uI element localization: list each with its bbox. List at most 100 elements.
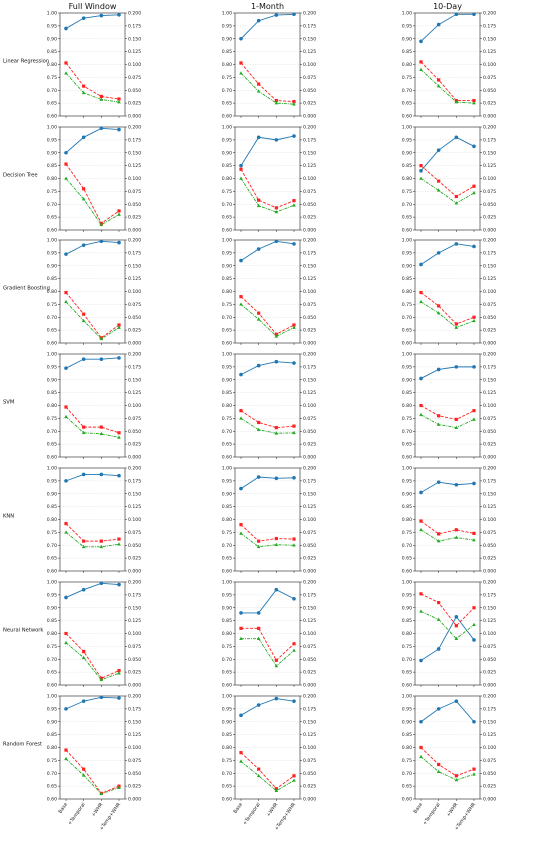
right-tick-label: 0.175 — [303, 478, 316, 484]
right-tick-label: 0.125 — [303, 618, 316, 624]
right-tick-label: 0.075 — [303, 416, 316, 422]
series-point-circle — [117, 696, 121, 700]
series-point-square — [257, 198, 261, 202]
series-point-triangle — [99, 677, 104, 682]
right-tick-label: 0.200 — [128, 238, 141, 244]
series-point-square — [437, 78, 441, 82]
left-tick-label: 0.80 — [47, 745, 57, 751]
right-tick-label: 0.050 — [483, 429, 496, 435]
series-point-triangle — [454, 100, 459, 104]
left-tick-label: 1.00 — [222, 238, 232, 244]
left-tick-label: 0.90 — [402, 36, 412, 42]
series-line-right-axis-dashdot — [241, 638, 295, 667]
left-tick-label: 0.85 — [47, 163, 57, 169]
series-point-triangle — [419, 299, 423, 304]
series-point-triangle — [239, 302, 243, 306]
series-point-circle — [64, 595, 68, 600]
series-line-right-axis-dashdot — [65, 416, 120, 438]
left-tick-label: 0.70 — [47, 543, 57, 549]
row-label: Linear Regression — [3, 58, 49, 64]
series-line-right-axis-dashed — [65, 62, 120, 100]
right-tick-label: 0.125 — [128, 49, 141, 55]
series-point-circle — [454, 365, 459, 369]
left-tick-label: 0.85 — [222, 732, 232, 738]
series-point-circle — [239, 372, 243, 377]
series-point-circle — [99, 126, 104, 131]
series-point-circle — [436, 22, 441, 27]
series-point-circle — [99, 581, 104, 586]
right-tick-label: 0.200 — [303, 466, 316, 472]
series-point-circle — [117, 240, 121, 245]
left-tick-label: 0.75 — [222, 75, 232, 81]
right-tick-label: 0.125 — [483, 276, 496, 282]
series-point-square — [437, 179, 441, 183]
right-tick-label: 0.050 — [483, 202, 496, 208]
series-point-square — [99, 94, 103, 99]
series-line-right-axis-dashed — [240, 752, 295, 790]
series-point-triangle — [292, 325, 296, 329]
right-tick-label: 0.175 — [483, 23, 496, 29]
series-point-square — [292, 199, 296, 203]
left-tick-label: 1.00 — [402, 238, 412, 244]
left-tick-label: 0.85 — [222, 618, 232, 624]
series-point-triangle — [99, 431, 104, 436]
left-tick-label: 0.65 — [402, 784, 412, 790]
series-point-square — [472, 315, 476, 319]
left-tick-label: 0.90 — [47, 377, 57, 383]
series-point-square — [292, 774, 296, 778]
series-point-triangle — [274, 334, 279, 338]
series-line-right-axis-dashed — [241, 627, 295, 662]
left-tick-label: 0.85 — [222, 504, 232, 510]
left-tick-label: 0.70 — [222, 543, 232, 549]
right-tick-label: 0.200 — [483, 125, 496, 131]
right-tick-label: 0.150 — [483, 263, 496, 269]
series-point-square — [454, 624, 458, 628]
panel: 0.60 0.65 0.70 0.75 0.80 0.85 0.90 0.95 1.00 0.00… — [402, 125, 496, 234]
left-tick-label: 0.70 — [47, 202, 57, 208]
left-tick-label: 0.80 — [402, 289, 412, 295]
right-tick-label: 0.075 — [303, 302, 316, 308]
right-tick-label: 0.025 — [483, 101, 496, 107]
series-point-square — [64, 631, 68, 636]
right-tick-label: 0.000 — [483, 569, 496, 575]
left-tick-label: 1.00 — [402, 125, 412, 131]
x-tick-label: +WHR — [91, 801, 105, 818]
series-point-circle — [117, 13, 121, 17]
left-tick-label: 0.60 — [47, 228, 57, 234]
left-tick-label: 0.60 — [402, 341, 412, 347]
series-point-triangle — [436, 311, 441, 315]
row-label: SVM — [3, 399, 14, 405]
left-tick-label: 0.90 — [47, 719, 57, 725]
row-label: Neural Network — [3, 627, 43, 633]
series-line-left-axis — [240, 698, 295, 716]
right-tick-label: 0.075 — [128, 758, 141, 764]
series-point-circle — [81, 472, 86, 477]
right-tick-label: 0.150 — [128, 719, 141, 725]
series-point-square — [292, 424, 296, 428]
left-tick-label: 0.80 — [222, 176, 232, 182]
left-tick-label: 0.65 — [402, 442, 412, 448]
left-tick-label: 0.90 — [47, 605, 57, 611]
left-tick-label: 0.80 — [222, 631, 232, 637]
series-line-right-axis-dashed — [240, 296, 295, 335]
left-tick-label: 0.60 — [47, 683, 57, 689]
series-point-square — [64, 61, 68, 65]
series-line-left-axis — [65, 582, 120, 598]
left-tick-label: 1.00 — [47, 466, 57, 472]
right-tick-label: 0.000 — [303, 114, 316, 120]
series-point-triangle — [274, 431, 279, 435]
left-tick-label: 0.70 — [402, 315, 412, 321]
series-point-circle — [64, 150, 68, 155]
series-point-square — [419, 592, 423, 596]
right-tick-label: 0.150 — [483, 377, 496, 383]
left-tick-label: 0.95 — [222, 250, 232, 256]
right-tick-label: 0.100 — [128, 631, 141, 637]
row-label: Random Forest — [3, 741, 42, 747]
left-tick-label: 0.75 — [402, 530, 412, 536]
series-point-triangle — [99, 222, 104, 227]
series-line-right-axis-dashdot — [420, 69, 475, 104]
series-point-circle — [274, 359, 279, 364]
series-point-circle — [436, 707, 441, 711]
left-tick-label: 0.95 — [402, 478, 412, 484]
series-line-right-axis-dashdot — [240, 417, 295, 434]
